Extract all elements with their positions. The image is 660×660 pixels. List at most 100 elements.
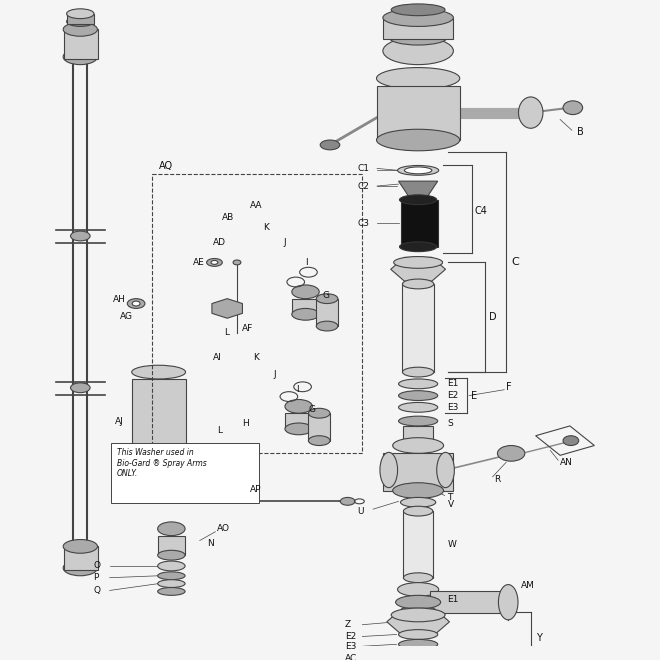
Ellipse shape — [401, 498, 436, 508]
Ellipse shape — [158, 572, 185, 579]
Text: C3: C3 — [358, 218, 370, 228]
Ellipse shape — [71, 231, 90, 241]
Ellipse shape — [437, 452, 454, 488]
Text: AP: AP — [249, 485, 261, 494]
Text: H: H — [242, 418, 249, 428]
Text: AN: AN — [560, 457, 573, 467]
Text: AD: AD — [213, 238, 226, 248]
Text: AG: AG — [119, 312, 133, 321]
Bar — [403, 511, 433, 578]
Text: AI: AI — [213, 353, 221, 362]
Text: J: J — [273, 370, 276, 379]
Text: This Washer used in
Bio-Gard ® Spray Arms
ONLY.: This Washer used in Bio-Gard ® Spray Arm… — [117, 448, 207, 478]
Text: AO: AO — [217, 524, 230, 533]
Text: V: V — [447, 500, 453, 509]
Bar — [63, 30, 98, 59]
Ellipse shape — [127, 299, 145, 308]
Text: B: B — [577, 127, 583, 137]
Ellipse shape — [376, 67, 460, 89]
Text: Y: Y — [536, 634, 541, 644]
Ellipse shape — [285, 399, 312, 413]
Text: J: J — [283, 238, 286, 248]
Text: C: C — [511, 257, 519, 267]
Ellipse shape — [63, 22, 98, 36]
Bar — [308, 413, 330, 441]
Bar — [377, 86, 460, 140]
Ellipse shape — [341, 498, 355, 506]
Text: AH: AH — [113, 295, 125, 304]
Ellipse shape — [380, 452, 397, 488]
Bar — [316, 299, 338, 326]
Ellipse shape — [395, 595, 441, 609]
Bar — [403, 426, 433, 444]
Text: E: E — [471, 391, 477, 401]
Ellipse shape — [63, 560, 98, 576]
Text: N: N — [208, 539, 214, 548]
Text: Z: Z — [345, 620, 351, 629]
Ellipse shape — [403, 279, 434, 289]
Ellipse shape — [393, 257, 443, 269]
Text: AE: AE — [193, 258, 205, 267]
Text: W: W — [447, 540, 456, 549]
Text: P: P — [93, 574, 98, 582]
Bar — [67, 14, 94, 24]
Text: E3: E3 — [447, 403, 459, 412]
Ellipse shape — [207, 259, 222, 267]
Ellipse shape — [405, 167, 432, 174]
Text: C2: C2 — [358, 182, 370, 191]
Ellipse shape — [376, 129, 460, 150]
Text: AJ: AJ — [115, 416, 123, 426]
Ellipse shape — [71, 383, 90, 393]
Text: L: L — [217, 426, 222, 436]
Ellipse shape — [388, 658, 449, 660]
Ellipse shape — [397, 583, 439, 597]
Ellipse shape — [498, 446, 525, 461]
Ellipse shape — [316, 321, 338, 331]
Ellipse shape — [403, 649, 444, 659]
Bar — [152, 174, 362, 453]
Text: G: G — [322, 291, 329, 300]
Polygon shape — [399, 181, 438, 196]
Text: K: K — [253, 353, 259, 362]
Bar — [292, 299, 319, 314]
Text: D: D — [488, 312, 496, 322]
Ellipse shape — [399, 379, 438, 389]
Text: U: U — [358, 507, 364, 515]
Bar — [383, 18, 453, 39]
Bar — [403, 284, 434, 372]
Text: O: O — [93, 562, 100, 570]
Ellipse shape — [308, 436, 330, 446]
Text: K: K — [263, 222, 269, 232]
Ellipse shape — [320, 140, 340, 150]
Ellipse shape — [158, 579, 185, 587]
Text: I: I — [296, 385, 298, 394]
Ellipse shape — [308, 409, 330, 418]
Ellipse shape — [563, 436, 579, 446]
Ellipse shape — [67, 9, 94, 18]
Ellipse shape — [399, 416, 438, 426]
Text: AC: AC — [345, 653, 357, 660]
Ellipse shape — [132, 301, 140, 306]
Text: AQ: AQ — [158, 162, 173, 172]
Text: E2: E2 — [447, 391, 459, 400]
Ellipse shape — [158, 561, 185, 571]
Ellipse shape — [403, 573, 433, 583]
Ellipse shape — [132, 365, 185, 379]
Polygon shape — [391, 257, 446, 281]
Bar — [132, 379, 186, 465]
Polygon shape — [212, 299, 242, 318]
Ellipse shape — [393, 482, 444, 498]
Ellipse shape — [403, 367, 434, 377]
Ellipse shape — [67, 16, 94, 26]
Bar — [63, 546, 98, 570]
Text: AM: AM — [521, 581, 535, 590]
Text: Q: Q — [93, 586, 100, 595]
Text: G: G — [308, 405, 315, 414]
Bar — [430, 591, 508, 613]
Ellipse shape — [393, 438, 444, 453]
Ellipse shape — [389, 30, 447, 45]
Ellipse shape — [563, 101, 583, 115]
Text: R: R — [494, 475, 501, 484]
Ellipse shape — [399, 630, 438, 640]
Ellipse shape — [391, 4, 445, 16]
